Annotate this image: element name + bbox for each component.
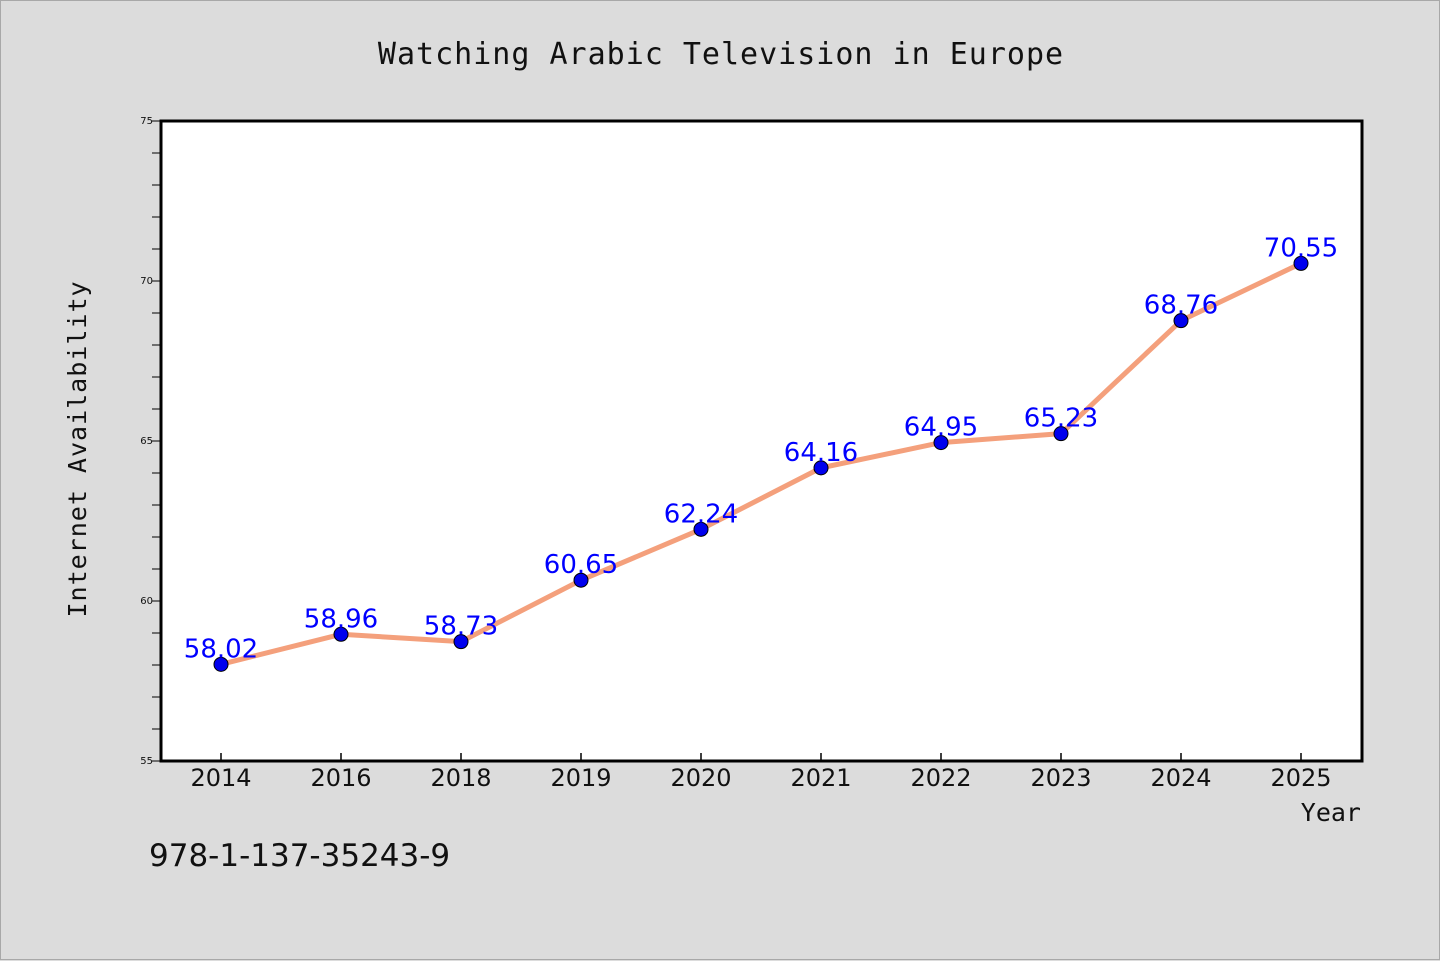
data-point: [333, 626, 349, 642]
y-tick-label: 60: [140, 596, 153, 607]
x-tick-label: 2025: [1270, 764, 1331, 792]
x-tick-label: 2021: [790, 764, 851, 792]
x-tick-label: 2014: [190, 764, 251, 792]
data-point: [693, 521, 709, 537]
data-label: 65.23: [1024, 404, 1098, 434]
x-tick-label: 2019: [550, 764, 611, 792]
x-tick-label: 2020: [670, 764, 731, 792]
data-label: 60.65: [544, 550, 618, 580]
y-tick-label: 65: [140, 436, 153, 447]
isbn-annotation: 978-1-137-35243-9: [149, 838, 450, 874]
data-label: 68.76: [1144, 291, 1218, 321]
chart-title: Watching Arabic Television in Europe: [378, 37, 1064, 72]
x-tick-label: 2022: [910, 764, 971, 792]
plot-area: [159, 119, 1364, 763]
data-labels: 58.02 58.96 58.73 60.65 62.24 64.16 64.95 65.23…: [184, 233, 1338, 664]
data-label: 58.73: [424, 612, 498, 642]
x-tick-label: 2018: [430, 764, 491, 792]
y-tick-label: 55: [140, 756, 153, 767]
x-tick-label: 2024: [1150, 764, 1211, 792]
data-label: 62.24: [664, 499, 738, 529]
data-label: 58.96: [304, 604, 378, 634]
data-point: [573, 572, 589, 588]
data-point: [1293, 255, 1309, 271]
data-point: [1053, 426, 1069, 442]
data-point: [933, 435, 949, 451]
data-label: 64.16: [784, 438, 858, 468]
x-axis-label: Year: [1301, 798, 1361, 827]
x-tick-label: 2023: [1030, 764, 1091, 792]
data-point: [1173, 313, 1189, 329]
data-label: 64.95: [904, 413, 978, 443]
series-line: [218, 260, 1304, 667]
x-axis: 2014 2016 2018 2019 2020 2021 2022 2023 2024 2025: [190, 753, 1332, 792]
x-tick-label: 2016: [310, 764, 371, 792]
y-axis: 55 60 65 70 75: [140, 116, 161, 767]
data-point: [453, 634, 469, 650]
data-point: [213, 656, 229, 672]
data-label: 58.02: [184, 634, 258, 664]
data-points: [213, 255, 1309, 672]
y-axis-label: Internet Availability: [63, 280, 92, 617]
y-tick-label: 75: [140, 116, 153, 127]
y-tick-label: 70: [140, 276, 153, 287]
data-label: 70.55: [1264, 233, 1338, 263]
data-point: [813, 460, 829, 476]
